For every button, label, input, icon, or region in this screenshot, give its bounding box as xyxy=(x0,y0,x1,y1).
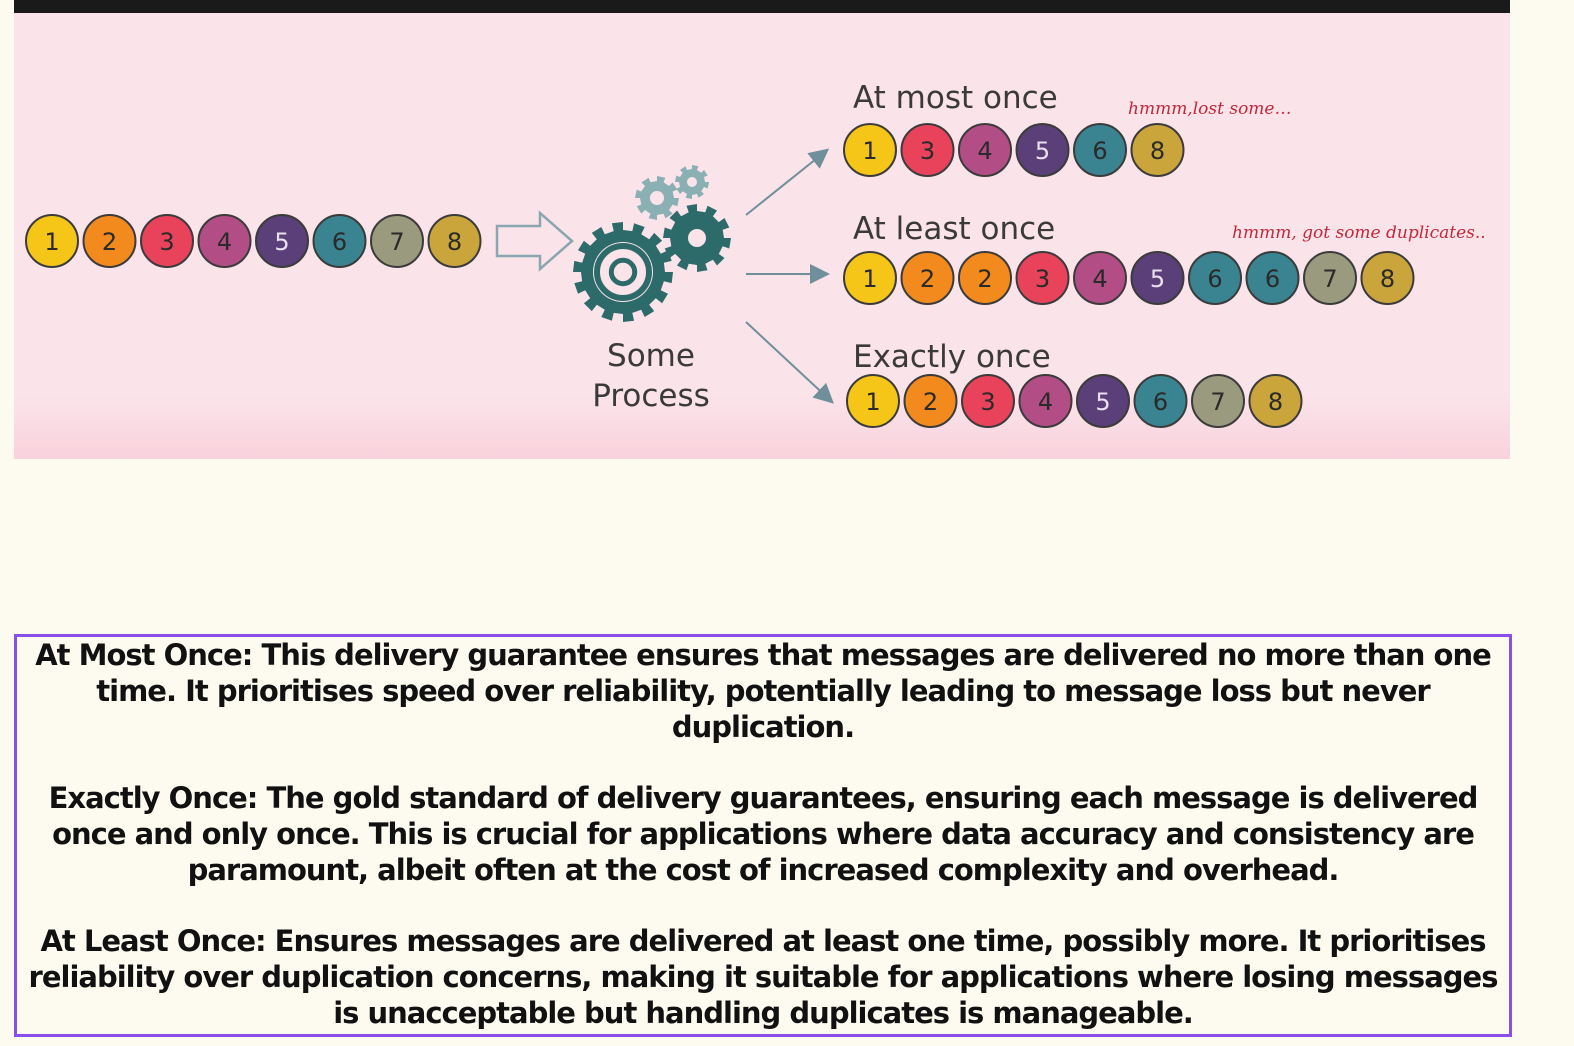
gear-icon xyxy=(573,165,731,322)
at-most-once-note: hmmm,lost some… xyxy=(1128,99,1291,119)
message-circle-5: 5 xyxy=(1015,123,1070,177)
top-bar xyxy=(14,0,1510,13)
message-number: 6 xyxy=(1265,265,1280,293)
message-number: 8 xyxy=(1150,137,1165,165)
at-most-once-description: At Most Once: This delivery guarantee en… xyxy=(35,638,1492,744)
message-number: 3 xyxy=(980,388,995,416)
message-number: 5 xyxy=(1095,388,1110,416)
at-most-once-sequence: 1 3 4 5 6 8 xyxy=(843,123,1185,177)
message-number: 4 xyxy=(977,137,992,165)
message-number: 6 xyxy=(1153,388,1168,416)
at-least-once-note: hmmm, got some duplicates.. xyxy=(1232,223,1486,243)
message-circle-3: 3 xyxy=(961,374,1015,428)
message-number: 5 xyxy=(1035,137,1050,165)
message-number: 1 xyxy=(865,388,880,416)
exactly-once-title: Exactly once xyxy=(853,339,1051,375)
message-circle-4: 4 xyxy=(1018,374,1073,428)
message-number: 1 xyxy=(862,265,877,293)
message-circle-6: 6 xyxy=(1188,251,1242,305)
message-number: 3 xyxy=(159,228,174,256)
message-circle-4: 4 xyxy=(1073,251,1127,305)
message-number: 8 xyxy=(447,228,462,256)
message-number: 1 xyxy=(44,228,59,256)
message-circle-2: 2 xyxy=(903,374,958,428)
message-circle-6: 6 xyxy=(312,214,367,268)
message-circle-3: 3 xyxy=(140,214,194,268)
at-least-once-description: At Least Once: Ensures messages are deli… xyxy=(28,924,1499,1030)
process-label-line2: Process xyxy=(592,378,710,414)
message-circle-2: 2 xyxy=(82,214,137,268)
message-circle-7: 7 xyxy=(1191,374,1245,428)
message-circle-1: 1 xyxy=(25,214,79,268)
at-least-once-sequence: 1 2 2 3 4 5 6 6 7 8 xyxy=(843,251,1415,305)
message-number: 4 xyxy=(1038,388,1053,416)
at-least-once-title: At least once xyxy=(853,211,1055,247)
message-circle-8: 8 xyxy=(1248,374,1303,428)
message-number: 6 xyxy=(1092,137,1107,165)
message-circle-5: 5 xyxy=(255,214,309,268)
message-circle-8: 8 xyxy=(1360,251,1415,305)
message-circle-1: 1 xyxy=(843,123,897,177)
arrow-exactly-once xyxy=(745,321,834,404)
message-number: 5 xyxy=(274,228,289,256)
message-circle-8: 8 xyxy=(1130,123,1185,177)
message-circle-7: 7 xyxy=(370,214,424,268)
message-circle-8: 8 xyxy=(427,214,482,268)
process-label-line1: Some xyxy=(607,338,695,374)
message-number: 7 xyxy=(389,228,404,256)
exactly-once-sequence: 1 2 3 4 5 6 7 8 xyxy=(846,374,1303,428)
message-circle-5: 5 xyxy=(1130,251,1185,305)
arrow-at-most-once xyxy=(745,148,830,216)
exactly-once-description: Exactly Once: The gold standard of deliv… xyxy=(48,781,1479,887)
message-number: 4 xyxy=(217,228,232,256)
description-box: At Most Once: This delivery guarantee en… xyxy=(14,634,1512,1037)
message-circle-2: 2 xyxy=(958,251,1012,305)
message-number: 3 xyxy=(920,137,935,165)
message-number: 2 xyxy=(923,388,938,416)
message-number: 3 xyxy=(1035,265,1050,293)
message-number: 4 xyxy=(1092,265,1107,293)
input-sequence: 1 2 3 4 5 6 7 8 xyxy=(25,214,482,268)
message-number: 5 xyxy=(1150,265,1165,293)
message-number: 1 xyxy=(862,137,877,165)
message-circle-5: 5 xyxy=(1076,374,1130,428)
message-number: 8 xyxy=(1380,265,1395,293)
message-circle-1: 1 xyxy=(843,251,897,305)
message-circle-4: 4 xyxy=(958,123,1012,177)
message-circle-1: 1 xyxy=(846,374,900,428)
message-circle-7: 7 xyxy=(1303,251,1357,305)
message-number: 8 xyxy=(1268,388,1283,416)
message-number: 2 xyxy=(920,265,935,293)
message-number: 7 xyxy=(1210,388,1225,416)
message-number: 6 xyxy=(1207,265,1222,293)
message-circle-6: 6 xyxy=(1245,251,1300,305)
input-arrow xyxy=(495,210,574,272)
message-circle-6: 6 xyxy=(1133,374,1188,428)
message-number: 6 xyxy=(332,228,347,256)
message-circle-3: 3 xyxy=(900,123,955,177)
message-circle-6: 6 xyxy=(1073,123,1127,177)
message-number: 2 xyxy=(977,265,992,293)
message-circle-2: 2 xyxy=(900,251,955,305)
message-circle-3: 3 xyxy=(1015,251,1070,305)
at-most-once-title: At most once xyxy=(853,80,1058,116)
message-number: 2 xyxy=(102,228,117,256)
message-circle-4: 4 xyxy=(197,214,252,268)
message-number: 7 xyxy=(1322,265,1337,293)
delivery-guarantee-diagram: 1 2 3 4 5 6 7 8 Some Process At most once hmmm,… xyxy=(25,80,1486,428)
